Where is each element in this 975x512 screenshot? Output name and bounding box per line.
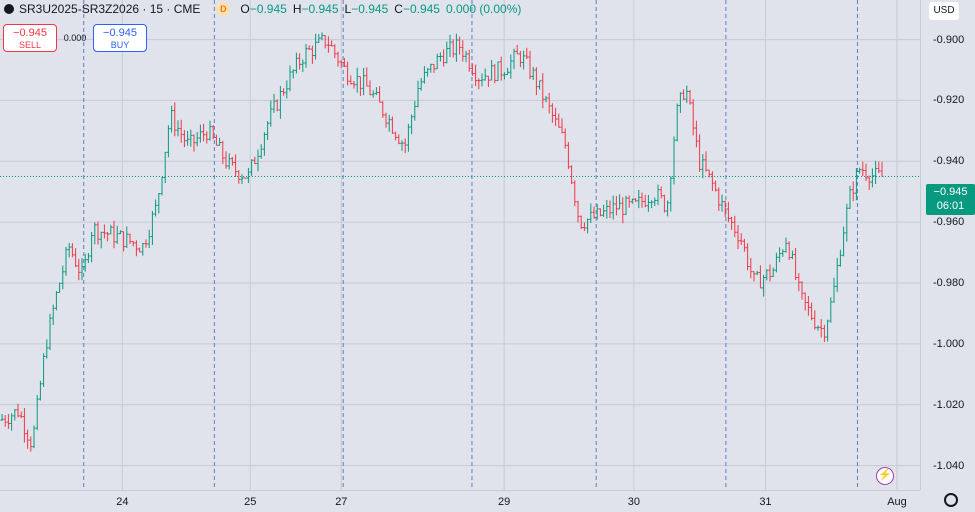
data-delayed-badge[interactable]: D (216, 2, 231, 16)
symbol-icon (4, 4, 14, 14)
buy-button[interactable]: −0.945 BUY (93, 24, 147, 52)
price-tick-label: -0.940 (933, 155, 965, 168)
price-tick-label: -0.920 (933, 94, 965, 107)
ohlc-close-label: C (394, 2, 403, 16)
time-tick-label: Aug (887, 496, 907, 508)
ohlc-open-label: O (240, 2, 250, 16)
spread-value: 0.000 (63, 33, 87, 43)
time-tick-label: 29 (498, 496, 511, 508)
current-price-value: −0.945 (933, 186, 968, 198)
ohlc-high-value: −0.945 (301, 2, 339, 16)
price-axis[interactable]: -0.900 -0.920 -0.940 -0.960 -0.980 -1.000 -1.0… (920, 0, 975, 490)
chart-area[interactable]: SR3U2025-SR3Z2026 · 15 · CME D O −0.945 … (0, 0, 920, 490)
lightning-icon[interactable]: ⚡ (876, 467, 894, 485)
trade-panel: −0.945 SELL 0.000 −0.945 BUY (0, 24, 147, 52)
current-price-label: −0.945 06:01 (926, 184, 975, 215)
ohlc-high-label: H (292, 2, 302, 16)
time-axis[interactable]: 24 25 27 29 30 31 Aug (0, 490, 920, 512)
price-chart[interactable] (0, 0, 920, 490)
price-tick-label: -0.900 (933, 33, 965, 46)
buy-price: −0.945 (103, 27, 137, 39)
time-tick-label: 25 (244, 496, 257, 508)
ohlc-close-value: −0.945 (402, 2, 440, 16)
price-tick-label: -1.000 (933, 337, 965, 350)
time-tick-label: 31 (759, 496, 772, 508)
sell-label: SELL (18, 40, 42, 50)
sell-button[interactable]: −0.945 SELL (3, 24, 57, 52)
ohlc-low-value: −0.945 (351, 2, 389, 16)
currency-button[interactable]: USD (929, 2, 959, 20)
ohlc-open-value: −0.945 (249, 2, 287, 16)
time-tick-label: 27 (335, 496, 348, 508)
ohlc-low-label: L (344, 2, 352, 16)
gear-icon[interactable]: settings (944, 493, 958, 507)
symbol-title[interactable]: SR3U2025-SR3Z2026 · 15 · CME (19, 2, 201, 16)
price-tick-label: -1.040 (933, 459, 965, 472)
price-tick-label: -0.960 (933, 216, 965, 229)
sell-price: −0.945 (13, 27, 47, 39)
time-tick-label: 30 (627, 496, 640, 508)
buy-label: BUY (110, 40, 130, 50)
price-tick-label: -0.980 (933, 277, 965, 290)
time-tick-label: 24 (116, 496, 129, 508)
symbol-legend: SR3U2025-SR3Z2026 · 15 · CME D O −0.945 … (0, 2, 521, 16)
bar-countdown: 06:01 (936, 200, 965, 212)
ohlc-change: 0.000 (0.00%) (445, 2, 522, 16)
price-tick-label: -1.020 (933, 398, 965, 411)
